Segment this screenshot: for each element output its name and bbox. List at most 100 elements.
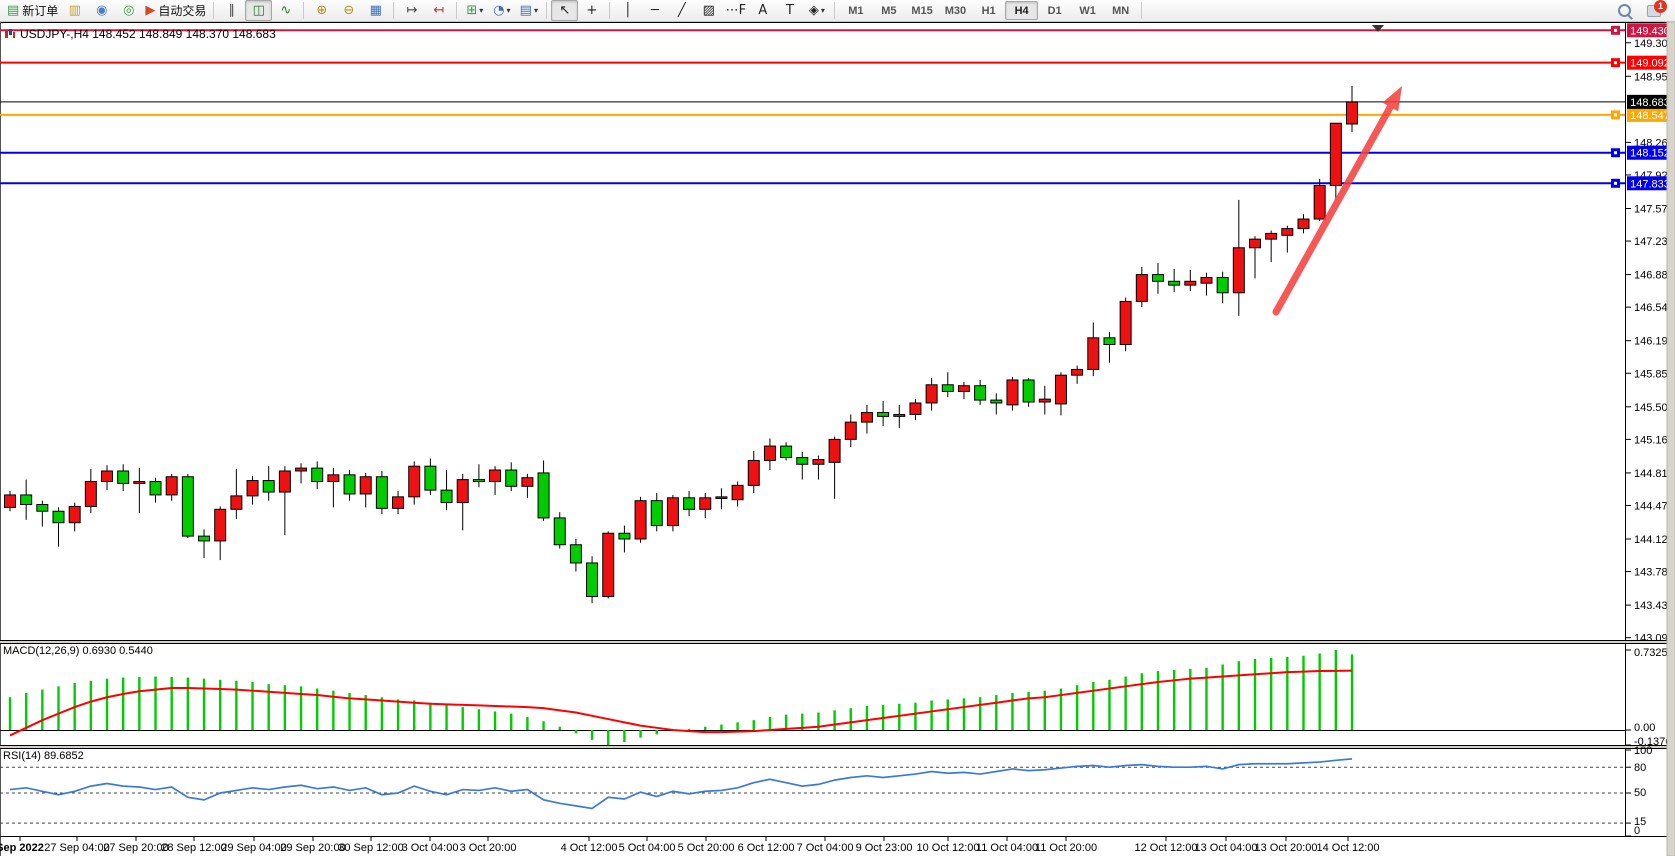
toolbar-arrows-button[interactable]: ◈ ▾ [803, 0, 830, 21]
candle-bullish [1200, 276, 1213, 284]
crosshair-icon: + [586, 3, 598, 18]
candle-bullish [1135, 274, 1148, 302]
toolbar-text-button[interactable]: A [749, 0, 776, 21]
price-label-box [1627, 107, 1673, 122]
toolbar-auto-scroll-button[interactable]: ↦ [398, 0, 425, 21]
candle-bullish [1232, 247, 1245, 294]
time-label: 13 Oct 04:00 [1195, 842, 1258, 854]
toolbar-auto-trading-button[interactable]: ▶ 自动交易 [142, 0, 209, 21]
candle-bullish [521, 477, 534, 487]
toolbar-templates-button[interactable]: ▤ ▾ [515, 0, 542, 21]
svg-text:145.160: 145.160 [1634, 434, 1674, 446]
toolbar-separator [609, 2, 611, 19]
candle-bearish [440, 489, 453, 504]
toolbar-timeframe-m1[interactable]: M1 [848, 4, 864, 17]
candle-bearish [941, 384, 954, 392]
periods-icon: ◔ [493, 3, 505, 18]
candle-bullish [214, 508, 227, 542]
svg-text:15: 15 [1634, 816, 1646, 828]
candle-bullish [699, 497, 712, 510]
candle-bearish [650, 500, 663, 527]
time-label: 29 Sep 20:00 [280, 842, 345, 854]
toolbar-timeframe-m15[interactable]: M15 [911, 4, 933, 17]
svg-text:143.430: 143.430 [1634, 600, 1674, 612]
toolbar-signal-button[interactable]: ◎ [115, 0, 142, 21]
rsi-indicator-label: RSI(14) 89.6852 [3, 750, 84, 762]
toolbar-new-order-button[interactable]: ▤ 新订单 [4, 0, 61, 21]
toolbar-profile-button[interactable]: ◉ [88, 0, 115, 21]
toolbar-timeframe-mn[interactable]: MN [1112, 4, 1130, 17]
toolbar-equidistant-channel-button[interactable]: ▨ [695, 0, 722, 21]
shift-marker[interactable] [1372, 25, 1384, 32]
signal-icon: ◎ [123, 3, 135, 18]
toolbar-fibonacci-button[interactable]: ⋯F [722, 0, 749, 21]
toolbar-tile-windows-button[interactable]: ▦ [362, 0, 389, 21]
svg-text:145.850: 145.850 [1634, 368, 1674, 380]
toolbar-horizontal-line-button[interactable]: ─ [641, 0, 668, 21]
candle-bullish [295, 467, 308, 472]
svg-text:144.120: 144.120 [1634, 534, 1674, 546]
toolbar-timeframe-h4[interactable]: H4 [1005, 1, 1039, 20]
chart-title: USDJPY-,H4 148.452 148.849 148.370 148.6… [4, 27, 276, 41]
candle-bullish [666, 497, 679, 527]
svg-text:143.780: 143.780 [1634, 567, 1674, 579]
toolbar-text-label-button[interactable]: T [776, 0, 803, 21]
notifications-button[interactable]: 1 [1647, 0, 1667, 17]
candle-bearish [796, 457, 809, 465]
time-label: 13 Oct 20:00 [1255, 842, 1318, 854]
candle-bearish [569, 544, 582, 564]
toolbar-chart-shift-button[interactable]: ↤ [425, 0, 452, 21]
toolbar-bar-chart-button[interactable]: ∥ [218, 0, 245, 21]
vertical-scrollbar[interactable] [1666, 21, 1675, 856]
toolbar-timeframe-m30[interactable]: M30 [944, 4, 967, 17]
candle-bullish [327, 474, 340, 483]
equidistant-channel-icon: ▨ [702, 3, 715, 18]
candle-bearish [375, 476, 388, 509]
toolbar-separator [303, 2, 305, 19]
time-label: 6 Oct 12:00 [738, 842, 795, 854]
toolbar-timeframe-d1[interactable]: D1 [1047, 4, 1062, 17]
svg-text:0.7325: 0.7325 [1634, 647, 1668, 659]
candle-bullish [68, 505, 81, 524]
svg-text:144.470: 144.470 [1634, 500, 1674, 512]
time-label: Sep 2022 [0, 842, 44, 854]
svg-text:50: 50 [1634, 787, 1646, 799]
candle-bearish [505, 469, 518, 487]
chevron-down-icon: ▾ [533, 6, 538, 15]
candlestick-chart-icon: ◫ [252, 3, 265, 18]
candle-bullish [1281, 228, 1294, 236]
candle-bearish [343, 474, 356, 495]
candle-bearish [1022, 379, 1035, 403]
candle-bullish [133, 481, 146, 484]
svg-text:148.950: 148.950 [1634, 71, 1674, 83]
candle-bullish [1265, 232, 1278, 240]
toolbar-timeframe-h1[interactable]: H1 [981, 4, 996, 17]
svg-text:80: 80 [1634, 762, 1646, 774]
toolbar-periods-button[interactable]: ◔ ▾ [488, 0, 515, 21]
toolbar-zoom-in-button[interactable]: ⊕ [308, 0, 335, 21]
toolbar-timeframe-m5[interactable]: M5 [881, 4, 897, 17]
search-icon[interactable] [1618, 4, 1631, 17]
toolbar-trendline-button[interactable]: ╱ [668, 0, 695, 21]
candle-bearish [974, 385, 987, 401]
toolbar-crosshair-button[interactable]: + [578, 0, 605, 21]
price-label-box [1627, 145, 1673, 160]
time-label: 4 Oct 12:00 [561, 842, 618, 854]
toolbar-cursor-button[interactable]: ↖ [551, 0, 579, 21]
toolbar-indicators-button[interactable]: ⊞ ▾ [461, 0, 488, 21]
candle-bullish [1346, 101, 1358, 125]
candles-layer [4, 85, 1358, 604]
rsi-panel: 100 80 50 150 [0, 745, 1652, 837]
candle-bullish [715, 496, 728, 499]
toolbar-chart-window-button[interactable]: ▥ [61, 0, 88, 21]
toolbar-candlestick-chart-button[interactable]: ◫ [245, 0, 273, 21]
toolbar-vertical-line-button[interactable]: │ [614, 0, 641, 21]
toolbar-zoom-out-button[interactable]: ⊖ [335, 0, 362, 21]
toolbar-line-chart-button[interactable]: ∿ [272, 0, 299, 21]
toolbar-timeframe-w1[interactable]: W1 [1079, 4, 1096, 17]
toolbar-separator [393, 2, 395, 19]
svg-text:146.190: 146.190 [1634, 336, 1674, 348]
auto-trading-icon: ▶ [145, 3, 156, 18]
trend-arrow[interactable] [1272, 86, 1402, 316]
